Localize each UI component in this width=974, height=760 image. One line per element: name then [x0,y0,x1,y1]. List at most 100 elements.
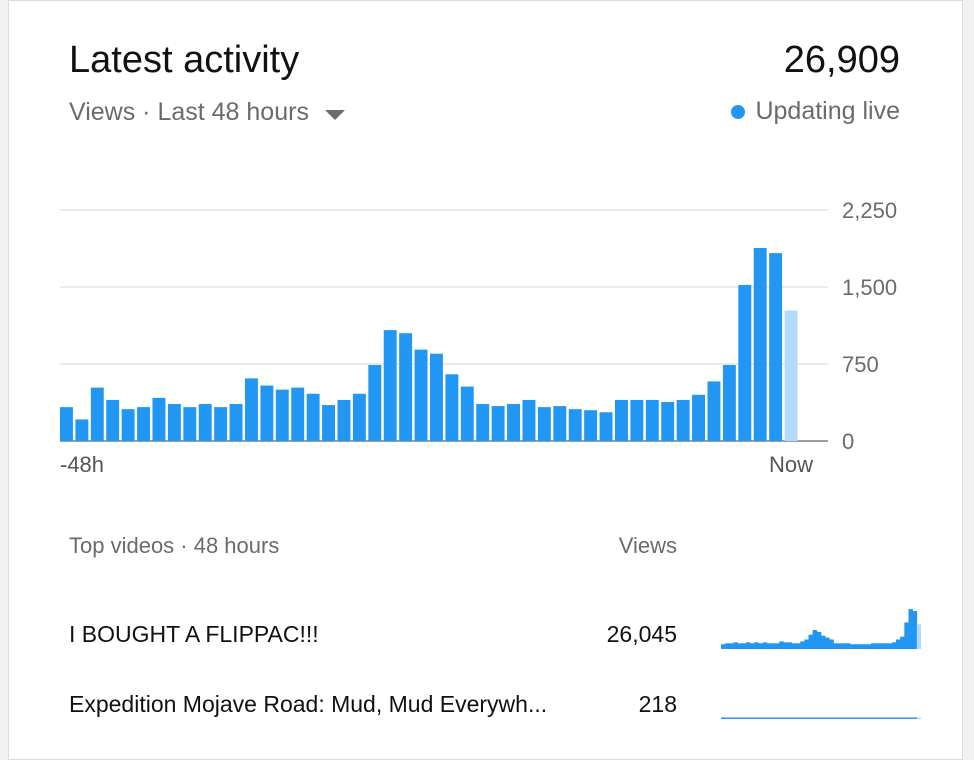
sparkline-bar [887,717,893,719]
bar[interactable] [90,387,104,441]
y-tick-label: 1,500 [842,275,897,300]
bar[interactable] [753,247,767,441]
sparkline-bar [766,643,772,649]
bar[interactable] [645,399,659,441]
bar[interactable] [368,365,382,441]
sparkline-bar [850,644,855,649]
bar[interactable] [260,385,274,441]
sparkline-bar [875,643,880,649]
bar[interactable] [275,389,289,441]
sparkline-bar [808,717,813,719]
bar[interactable] [430,353,443,441]
latest-activity-card: Latest activity 26,909 Views · Last 48 h… [8,0,963,760]
bar[interactable] [661,401,675,441]
bar[interactable] [615,399,628,441]
video-title-link[interactable]: Expedition Mojave Road: Mud, Mud Everywh… [69,691,548,717]
video-views: 26,045 [606,621,677,647]
sparkline-bar [787,642,793,649]
bar[interactable] [692,394,705,441]
bar[interactable] [738,284,752,441]
sparkline-bar [750,717,755,719]
x-start-label: -48h [60,452,104,477]
sparkline-bar [846,717,851,719]
bar[interactable] [245,378,258,441]
bar[interactable] [491,406,505,441]
bar[interactable] [445,374,459,441]
sparkline-bar [900,717,905,719]
sparkline-bar [841,643,847,649]
y-tick-label: 750 [842,352,879,377]
sparkline-bar [762,717,768,719]
y-tick-label: 0 [842,429,854,454]
bar[interactable] [214,407,228,441]
bar[interactable] [553,406,567,441]
bar[interactable] [306,393,320,441]
sparkline-bar [862,717,868,719]
sparkline-bar [746,717,751,719]
sparkline-bar [816,631,822,649]
bar[interactable] [383,330,397,441]
bar[interactable] [676,399,690,441]
video-title-link[interactable]: I BOUGHT A FLIPPAC!!! [69,621,319,647]
bar[interactable] [630,399,644,441]
sparkline-bar [721,644,726,649]
metric-period-dropdown[interactable]: Views · Last 48 hours [69,98,345,127]
bar[interactable] [507,404,520,441]
sparkline-bar [887,643,893,649]
bar[interactable] [399,333,413,441]
bar[interactable] [337,399,351,441]
sparkline-bar [812,717,818,719]
bar[interactable] [291,387,305,441]
sparkline-bar [733,642,738,649]
bar[interactable] [522,399,536,441]
bar[interactable] [106,399,120,441]
sparkline-bar [854,717,859,719]
sparkline-bar [912,611,918,649]
sparkline-bar [883,643,888,649]
caret-down-icon [324,109,345,120]
bar[interactable] [152,397,166,441]
sparkline-bar [729,717,734,719]
sparkline-bar [779,717,784,719]
sparkline-bar [837,717,843,719]
bar[interactable] [722,365,736,441]
bar[interactable] [75,419,89,441]
sparkline-bar [791,643,797,649]
bar[interactable] [60,407,73,441]
sparkline-bar [791,717,797,719]
bar[interactable] [322,405,335,441]
views-bar-chart: 2,250 1,500 750 0 -48h Now [60,198,897,477]
sparkline-bar [896,717,901,719]
sparkline-bar [825,637,830,649]
sparkline-bar [900,636,905,649]
sparkline-bar [758,643,763,649]
sparkline-bar [750,643,755,649]
bar[interactable] [476,404,490,441]
bar[interactable] [460,386,474,441]
sparkline-bar [871,643,876,649]
bar[interactable] [352,393,366,441]
bar[interactable] [198,404,212,441]
bar[interactable] [568,409,582,441]
bar[interactable] [537,407,551,441]
bar[interactable] [137,407,150,441]
bar[interactable] [769,253,783,441]
sparkline-bar [858,717,863,719]
bar[interactable] [121,409,135,441]
sparkline-bar [758,717,763,719]
bar[interactable] [599,412,613,441]
sparkline-bar [737,643,743,649]
sparkline-bar [754,717,759,719]
sparkline-bar [775,643,780,649]
sparkline-bar [825,717,830,719]
bar-current-hour[interactable] [784,310,798,441]
bar[interactable] [183,407,197,441]
bar[interactable] [707,381,721,441]
sparkline-bar [725,643,730,649]
bar[interactable] [414,349,428,441]
sparkline-bar [829,717,834,719]
bar[interactable] [167,404,181,441]
bar[interactable] [229,404,243,441]
sparkline-bar [741,643,747,649]
bar[interactable] [584,410,598,441]
